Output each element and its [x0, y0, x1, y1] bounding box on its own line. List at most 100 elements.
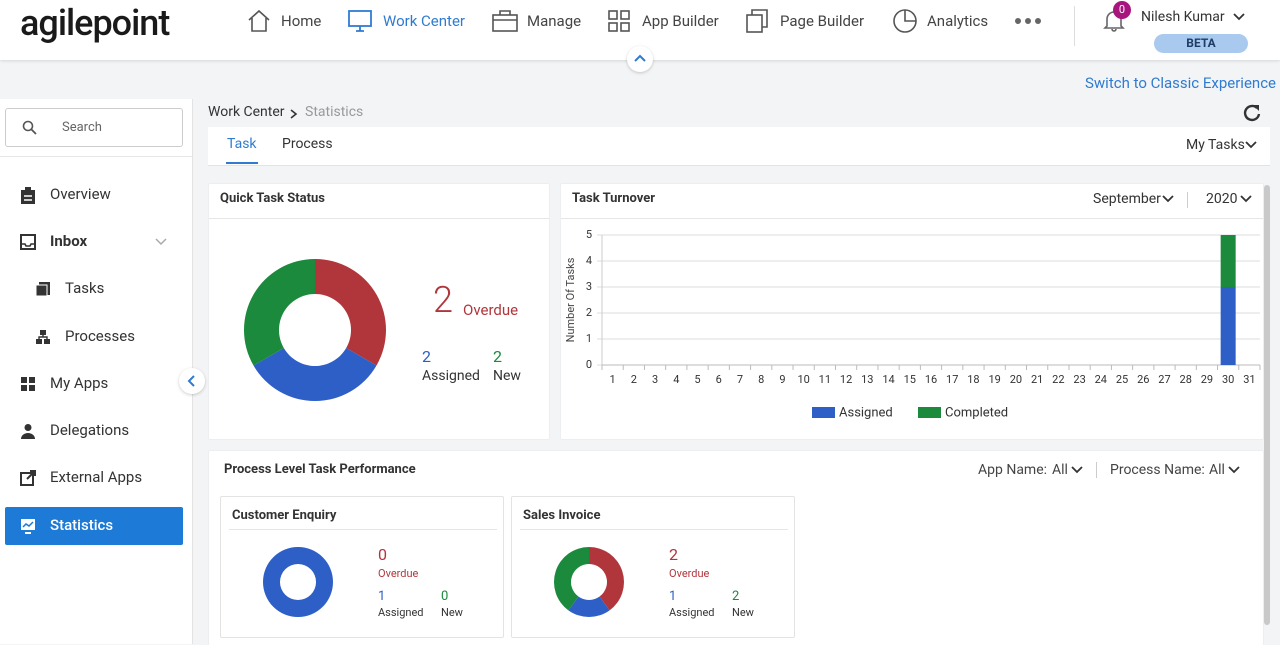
inbox-icon — [20, 234, 36, 250]
process-card-title: Sales Invoice — [523, 508, 601, 523]
card-divider — [229, 529, 497, 530]
statistics-icon — [21, 519, 35, 534]
turnover-title: Task Turnover — [572, 191, 656, 206]
tab-task[interactable]: Task — [227, 136, 257, 152]
app-name-chevron[interactable] — [1070, 465, 1084, 475]
process-performance-title: Process Level Task Performance — [224, 462, 416, 477]
new-label: New — [441, 606, 463, 619]
breadcrumb-statistics: Statistics — [305, 104, 364, 120]
overdue-count: 2 — [433, 279, 453, 321]
nav-statistics-active[interactable]: Statistics — [5, 507, 183, 545]
separator — [0, 156, 192, 157]
nav-work-center[interactable]: Work Center — [383, 12, 465, 30]
nav-manage[interactable]: Manage — [527, 12, 582, 30]
task-turnover-card: Task Turnover September 2020 — [560, 183, 1264, 440]
assigned-count: 1 — [669, 589, 677, 604]
quick-status-title: Quick Task Status — [220, 191, 325, 206]
tab-active-indicator — [226, 162, 258, 164]
sidebar: Search Overview Inbox Tasks Processes My… — [0, 99, 193, 644]
month-select[interactable]: September — [1093, 191, 1161, 207]
manage-icon — [492, 10, 518, 32]
external-apps-icon — [20, 470, 36, 486]
divider — [1187, 192, 1188, 208]
user-name[interactable]: Nilesh Kumar — [1141, 9, 1225, 25]
search-icon — [22, 120, 37, 135]
analytics-icon — [893, 9, 917, 33]
beta-badge: BETA — [1154, 34, 1248, 53]
breadcrumb-separator — [290, 109, 298, 119]
nav-analytics[interactable]: Analytics — [927, 12, 989, 30]
search-box[interactable]: Search — [5, 108, 183, 147]
assigned-label: Assigned — [378, 606, 424, 619]
overview-icon — [21, 187, 35, 204]
process-name-chevron[interactable] — [1227, 465, 1241, 475]
collapse-header-button[interactable] — [627, 46, 653, 72]
my-apps-icon — [21, 377, 35, 391]
nav-external-apps[interactable]: External Apps — [50, 468, 143, 486]
tab-process[interactable]: Process — [282, 136, 333, 152]
nav-inbox[interactable]: Inbox — [50, 232, 88, 250]
new-count: 2 — [493, 347, 502, 366]
month-chevron[interactable] — [1161, 194, 1175, 204]
overdue-label: Overdue — [378, 567, 419, 580]
assigned-label: Assigned — [669, 606, 715, 619]
task-filter-chevron[interactable] — [1244, 140, 1258, 150]
task-filter[interactable]: My Tasks — [1186, 137, 1245, 153]
switch-classic-link[interactable]: Switch to Classic Experience — [1085, 74, 1276, 92]
new-label: New — [732, 606, 754, 619]
app-name-value[interactable]: All — [1052, 462, 1068, 478]
scrollbar[interactable] — [1264, 185, 1270, 625]
card-divider — [520, 529, 788, 530]
assigned-count: 2 — [422, 347, 431, 366]
delegations-icon — [21, 424, 35, 439]
nav-statistics: Statistics — [50, 516, 114, 534]
nav-processes[interactable]: Processes — [65, 327, 135, 345]
inbox-chevron[interactable] — [154, 237, 168, 247]
process-card-title: Customer Enquiry — [232, 508, 337, 523]
processes-icon — [36, 330, 50, 344]
process-card: Sales Invoice 2 Overdue 1 Assigned 2 New — [511, 496, 795, 638]
new-count: 2 — [732, 589, 740, 604]
tasks-icon — [35, 282, 50, 297]
collapse-sidebar-icon — [187, 375, 195, 387]
assigned-label: Assigned — [422, 368, 480, 384]
quick-status-card: Quick Task Status 2 Overdue 2 Assigned 2… — [208, 183, 550, 440]
overdue-label: Overdue — [669, 567, 710, 580]
user-chevron[interactable] — [1232, 12, 1246, 22]
year-select[interactable]: 2020 — [1206, 191, 1238, 207]
app-builder-icon — [608, 10, 630, 32]
nav-tasks[interactable]: Tasks — [65, 279, 105, 297]
tab-bar: Task Process My Tasks — [208, 127, 1270, 166]
card-divider — [209, 218, 549, 219]
nav-page-builder[interactable]: Page Builder — [780, 12, 865, 30]
card-divider — [561, 218, 1263, 219]
notification-badge: 0 — [1113, 1, 1131, 19]
divider — [1096, 462, 1097, 478]
process-name-value[interactable]: All — [1209, 462, 1225, 478]
collapse-icon — [634, 54, 646, 62]
nav-app-builder[interactable]: App Builder — [642, 12, 719, 30]
breadcrumb-work-center[interactable]: Work Center — [208, 104, 285, 120]
collapse-sidebar-button[interactable] — [179, 368, 205, 394]
nav-home[interactable]: Home — [281, 12, 322, 30]
overdue-count: 0 — [378, 545, 387, 564]
overdue-label: Overdue — [463, 301, 519, 319]
assigned-count: 1 — [378, 589, 386, 604]
new-count: 0 — [441, 589, 449, 604]
new-label: New — [493, 368, 521, 384]
home-icon — [248, 9, 270, 32]
app-name-label: App Name: — [978, 462, 1048, 478]
monitor-icon — [348, 10, 372, 32]
nav-my-apps[interactable]: My Apps — [50, 374, 109, 392]
search-placeholder: Search — [62, 120, 102, 135]
logo[interactable]: agilepoint — [20, 2, 170, 44]
overdue-count: 2 — [669, 545, 678, 564]
nav-delegations[interactable]: Delegations — [50, 421, 130, 439]
nav-overview[interactable]: Overview — [50, 185, 111, 203]
year-chevron[interactable] — [1239, 194, 1253, 204]
more-icon[interactable] — [1014, 16, 1044, 26]
refresh-icon[interactable] — [1242, 103, 1262, 123]
page-builder-icon — [746, 9, 768, 33]
process-card: Customer Enquiry 0 Overdue 1 Assigned 0 New — [220, 496, 504, 638]
